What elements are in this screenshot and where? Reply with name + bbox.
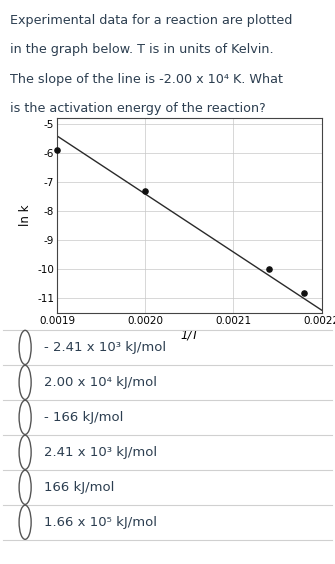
Text: in the graph below. T is in units of Kelvin.: in the graph below. T is in units of Kel… [10,43,274,56]
Point [54,146,60,155]
Text: Experimental data for a reaction are plotted: Experimental data for a reaction are plo… [10,14,292,27]
X-axis label: 1/T: 1/T [180,329,199,342]
Text: - 2.41 x 10³ kJ/mol: - 2.41 x 10³ kJ/mol [44,341,166,354]
Point [142,187,148,196]
Text: 2.41 x 10³ kJ/mol: 2.41 x 10³ kJ/mol [44,446,157,459]
Y-axis label: ln k: ln k [19,205,31,227]
Point [266,265,271,274]
Text: 1.66 x 10⁵ kJ/mol: 1.66 x 10⁵ kJ/mol [44,515,156,529]
Text: is the activation energy of the reaction?: is the activation energy of the reaction… [10,102,266,115]
Text: 166 kJ/mol: 166 kJ/mol [44,481,114,494]
Point [301,288,307,297]
Text: The slope of the line is -2.00 x 10⁴ K. What: The slope of the line is -2.00 x 10⁴ K. … [10,73,283,86]
Text: - 166 kJ/mol: - 166 kJ/mol [44,411,123,424]
Text: 2.00 x 10⁴ kJ/mol: 2.00 x 10⁴ kJ/mol [44,376,156,389]
